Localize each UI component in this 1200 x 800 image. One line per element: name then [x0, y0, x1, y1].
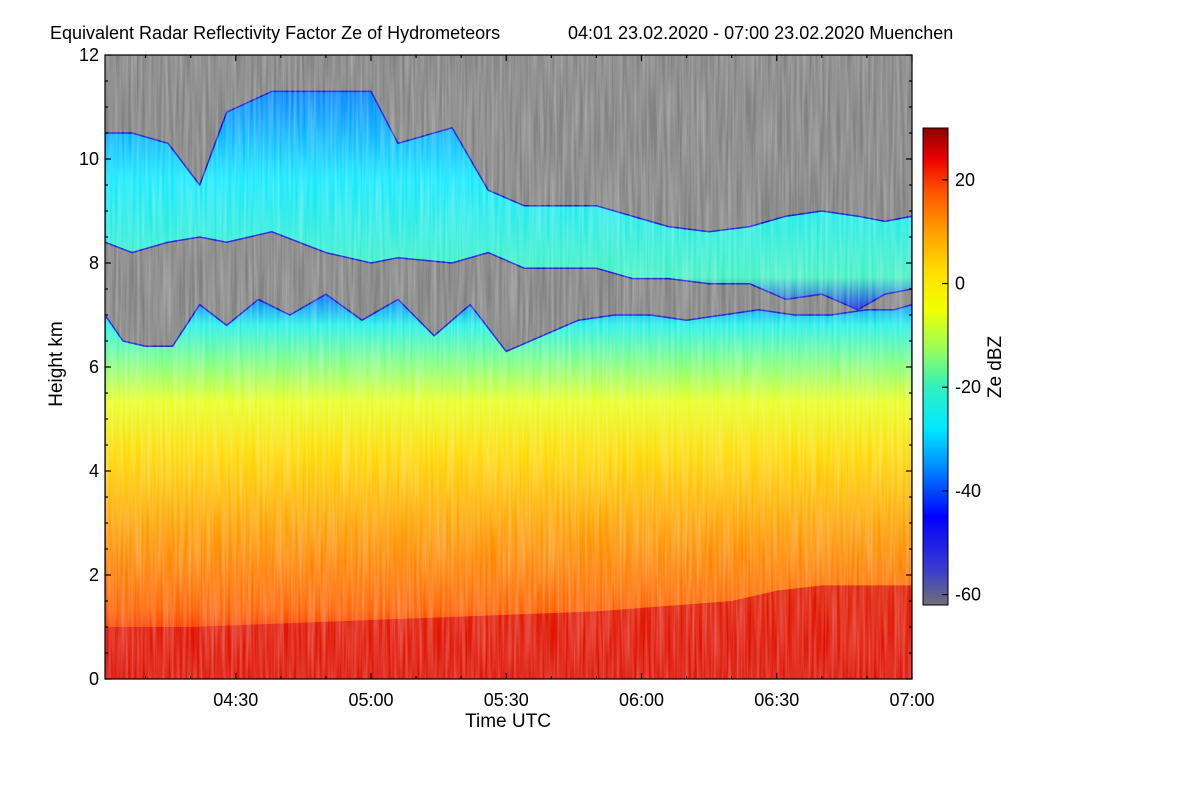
colorbar-tick-label: -20: [955, 377, 981, 397]
streak-texture: [105, 55, 912, 679]
y-tick-label: 0: [89, 669, 99, 689]
x-tick-label: 06:30: [754, 690, 799, 710]
x-tick-label: 04:30: [213, 690, 258, 710]
y-tick-label: 8: [89, 253, 99, 273]
plot-area: [105, 55, 912, 679]
colorbar-label: Ze dBZ: [985, 335, 1006, 398]
y-axis-label: Height km: [46, 321, 67, 407]
colorbar-tick-label: 0: [955, 274, 965, 294]
chart-subtitle: 04:01 23.02.2020 - 07:00 23.02.2020 Muen…: [568, 23, 953, 43]
chart-title: Equivalent Radar Reflectivity Factor Ze …: [50, 23, 500, 43]
y-tick-label: 12: [79, 45, 99, 65]
x-tick-label: 07:00: [889, 690, 934, 710]
y-tick-label: 6: [89, 357, 99, 377]
colorbar-tick-label: 20: [955, 170, 975, 190]
x-tick-label: 05:30: [484, 690, 529, 710]
colorbar-gradient: [922, 127, 949, 606]
x-tick-label: 06:00: [619, 690, 664, 710]
colorbar-ticks: 20 0 -20 -40 -60: [942, 170, 981, 605]
x-axis-label: Time UTC: [465, 711, 551, 732]
y-tick-label: 10: [79, 149, 99, 169]
y-tick-label: 4: [89, 461, 99, 481]
y-tick-label: 2: [89, 565, 99, 585]
colorbar: 20 0 -20 -40 -60 Ze dBZ: [922, 127, 1006, 606]
streak-overlay: [105, 55, 912, 679]
x-axis: 04:30 05:00 05:30 06:00 06:30 07:00: [144, 55, 935, 710]
colorbar-tick-label: -60: [955, 585, 981, 605]
colorbar-tick-label: -40: [955, 481, 981, 501]
x-tick-label: 05:00: [348, 690, 393, 710]
y-axis: 0 2 4 6 8 10 12: [79, 45, 912, 689]
